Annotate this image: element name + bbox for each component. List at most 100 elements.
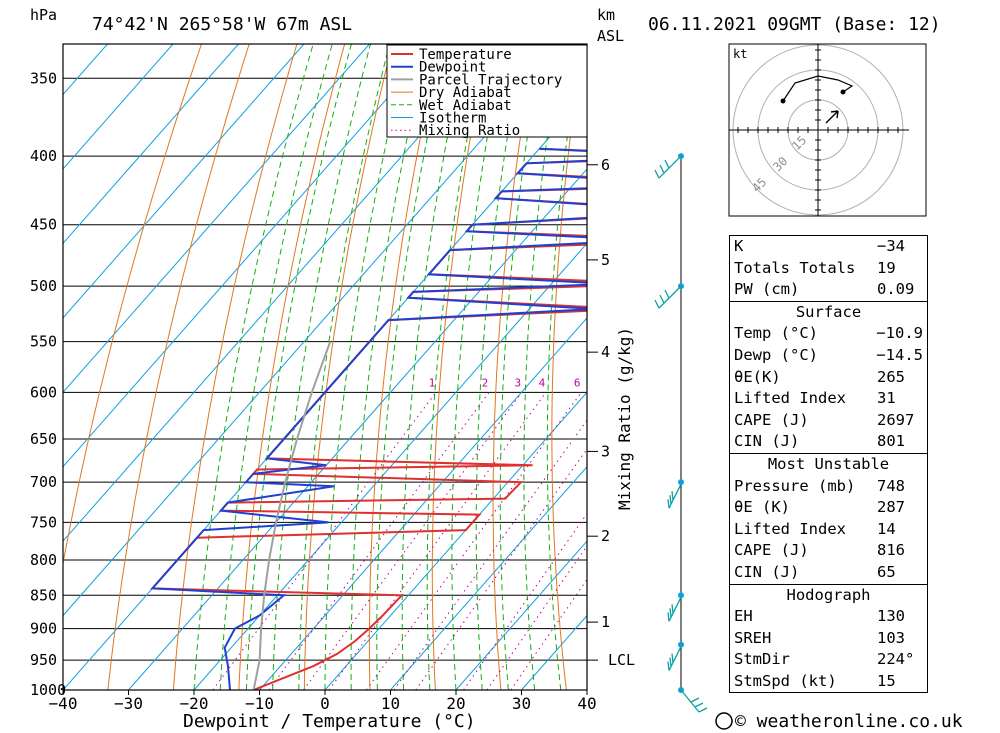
wind-barb [680, 689, 708, 713]
wind-barb-shape [654, 155, 682, 179]
mu-cin-row: CIN (J) 65 [730, 562, 927, 584]
sreh-label: SREH [734, 628, 772, 647]
wind-barb [667, 646, 682, 671]
asl-unit-label: ASL [597, 27, 624, 45]
pressure-tick-label: 600 [30, 383, 57, 401]
hodograph-point [840, 89, 846, 95]
wet-adiabat-line [193, 44, 314, 690]
dry-adiabat-line [107, 44, 250, 690]
mixing-ratio-value-label: 4 [539, 376, 546, 389]
surface-li-label: Lifted Index [734, 389, 846, 408]
surface-dewp-row: Dewp (°C) −14.5 [730, 345, 927, 367]
stmspd-label: StmSpd (kt) [734, 671, 837, 690]
parcel-trajectory-line [252, 341, 332, 690]
mixing-ratio-value-label: 8 [600, 376, 607, 389]
pressure-tick-label: 650 [30, 430, 57, 448]
wet-adiabat-line [350, 44, 429, 690]
mixing-ratio-line [212, 392, 437, 690]
x-tick-label: −20 [180, 694, 209, 713]
mu-theta-value: 287 [877, 498, 905, 517]
wind-barb [654, 155, 682, 179]
isotherm-line [63, 44, 501, 542]
wind-barb-dot [678, 479, 684, 486]
wind-barb-shape [680, 689, 708, 713]
km-tick-label: 4 [601, 343, 610, 361]
surface-theta-label: θE(K) [734, 367, 781, 386]
wind-barb-shape [654, 285, 682, 309]
surface-section: Surface Temp (°C) −10.9 Dewp (°C) −14.5 θE… [730, 300, 927, 453]
x-tick-label: 40 [577, 694, 596, 713]
surface-cin-label: CIN (J) [734, 432, 800, 451]
x-tick-label: −40 [49, 694, 78, 713]
stmdir-label: StmDir [734, 650, 790, 669]
km-tick-label: 3 [601, 442, 610, 460]
wet-adiabat-line [401, 44, 467, 690]
mixing-ratio-line [510, 578, 587, 690]
mixing-ratio-line [486, 545, 587, 690]
isotherm-line [128, 168, 587, 690]
km-tick-label: 6 [601, 156, 610, 174]
mixing-ratio-value-label: 6 [574, 376, 581, 389]
legend-label: Isotherm [419, 111, 486, 127]
surface-li-value: 31 [877, 389, 896, 408]
mu-theta-row: θE (K) 287 [730, 497, 927, 519]
mu-cape-value: 816 [877, 541, 905, 560]
temperature-line [150, 147, 587, 690]
surface-li-row: Lifted Index 31 [730, 388, 927, 410]
surface-cin-row: CIN (J) 801 [730, 431, 927, 453]
datetime-title: 06.11.2021 09GMT (Base: 12) [648, 14, 941, 35]
copyright-icon [715, 712, 733, 730]
mixing-ratio-line [365, 392, 582, 690]
stmspd-row: StmSpd (kt) 15 [730, 671, 927, 693]
legend-label: Wet Adiabat [419, 98, 512, 114]
dry-adiabat-line [238, 44, 346, 690]
dry-adiabat-line [492, 44, 536, 690]
indices-table: K −34 Totals Totals 19 PW (cm) 0.09 Surface… [729, 235, 928, 694]
wet-adiabat-line [219, 44, 333, 690]
pressure-tick-label: 1000 [30, 681, 66, 699]
wet-adiabat-line [475, 44, 524, 690]
pressure-tick-label: 500 [30, 277, 57, 295]
legend-label: Dry Adiabat [419, 85, 512, 101]
hodograph-section: Hodograph EH 130 SREH 103 StmDir 224° StmSp… [730, 583, 927, 693]
mixing-ratio-axis-label: Mixing Ratio (g/kg) [615, 327, 634, 510]
mu-li-value: 14 [877, 519, 896, 538]
mixing-ratio-value-label: 20 [684, 376, 697, 389]
pressure-tick-label: 950 [30, 651, 57, 669]
wind-barb-dot [678, 641, 684, 648]
wet-adiabat-line [376, 44, 448, 690]
dewpoint-line [150, 147, 587, 690]
surface-cape-label: CAPE (J) [734, 410, 809, 429]
x-tick-label: −10 [245, 694, 274, 713]
lcl-label: LCL [608, 651, 635, 669]
mixing-ratio-line [328, 392, 547, 690]
mu-cin-label: CIN (J) [734, 562, 800, 581]
dry-adiabat-line [303, 44, 393, 690]
tt-row: Totals Totals 19 [730, 258, 927, 280]
pressure-tick-label: 450 [30, 216, 57, 234]
wet-adiabat-line [272, 44, 371, 690]
x-axis-label: Dewpoint / Temperature (°C) [183, 711, 476, 732]
dry-adiabat-line [431, 44, 489, 690]
hodograph-point [780, 98, 786, 104]
surface-dewp-value: −14.5 [876, 345, 923, 364]
mu-pressure-label: Pressure (mb) [734, 476, 856, 495]
isotherm-line [455, 540, 587, 690]
wet-adiabat-line [523, 44, 562, 690]
sreh-row: SREH 103 [730, 628, 927, 650]
mu-li-label: Lifted Index [734, 519, 846, 538]
wind-barb-shape [667, 646, 682, 671]
dry-adiabat-line [368, 44, 441, 690]
isotherm-line [259, 317, 587, 690]
isotherm-line [63, 44, 239, 245]
copyright-text: © weatheronline.co.uk [735, 711, 963, 732]
stmspd-value: 15 [877, 671, 896, 690]
surface-temp-row: Temp (°C) −10.9 [730, 323, 927, 345]
surface-cape-row: CAPE (J) 2697 [730, 410, 927, 432]
pressure-tick-label: 400 [30, 147, 57, 165]
wind-barb [667, 483, 682, 509]
mixing-ratio-line [393, 419, 587, 690]
mu-cin-value: 65 [877, 562, 896, 581]
